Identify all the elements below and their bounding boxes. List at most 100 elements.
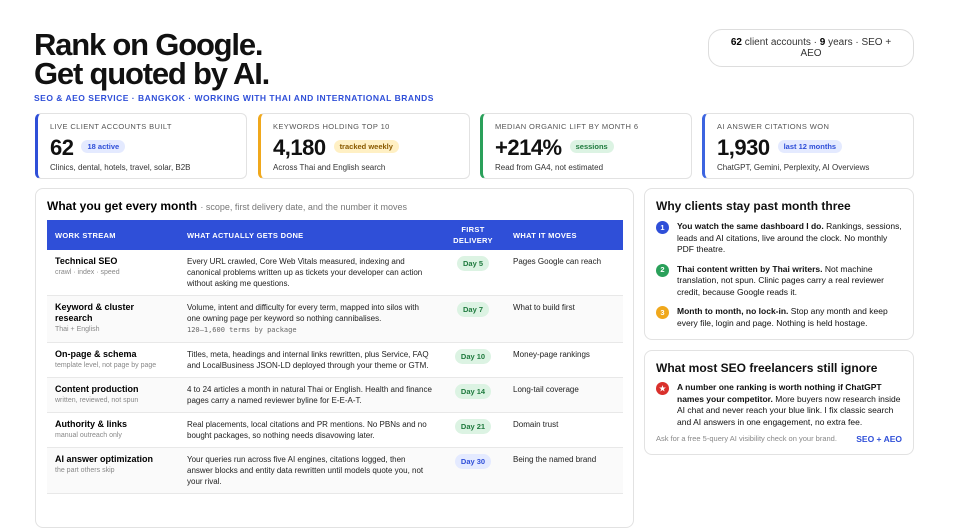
stat-label: MEDIAN ORGANIC LIFT BY MONTH 6: [495, 122, 639, 131]
stream-sub: written, reviewed, not spun: [55, 397, 139, 404]
day-pill: Day 10: [454, 349, 492, 364]
delivery: Day 21: [441, 412, 505, 448]
work-done: Volume, intent and difficulty for every …: [179, 295, 441, 343]
title-line: Rank on Google.: [34, 27, 263, 62]
reason-number: 2: [656, 263, 669, 277]
stat-row: +214% sessions: [495, 131, 679, 161]
reason-body: Rankings, sessions, leads and AI citatio…: [677, 221, 902, 254]
badge-text: years · SEO + AEO: [800, 37, 892, 59]
title-line: Get quoted by AI.: [34, 56, 270, 91]
ignore-card: What most SEO freelancers still ignore ★…: [644, 350, 914, 455]
footer-link[interactable]: SEO + AEO: [856, 434, 902, 444]
stat-tag: 18 active: [81, 140, 126, 153]
stat-card: KEYWORDS HOLDING TOP 10 4,180 tracked week…: [258, 113, 470, 179]
header-row: WORK STREAM WHAT ACTUALLY GETS DONE FIRST …: [47, 220, 623, 250]
table: WORK STREAM WHAT ACTUALLY GETS DONE FIRST …: [47, 220, 623, 494]
column-header: WORK STREAM: [47, 220, 179, 250]
stream-sub: template level, not page by page: [55, 362, 157, 369]
work-done: Every URL crawled, Core Web Vitals measu…: [179, 250, 441, 296]
done-text: Your queries run across five AI engines,…: [187, 455, 424, 486]
work-stream: Technical SEO crawl · index · speed: [47, 250, 179, 296]
work-done: Your queries run across five AI engines,…: [179, 447, 441, 494]
ignore-footer: Ask for a free 5-query AI visibility che…: [656, 434, 902, 444]
stat-caption: Clinics, dental, hotels, travel, solar, …: [50, 163, 191, 172]
stat-value: 1,930: [717, 135, 770, 160]
reason-body: Stop any month and keep every file, logi…: [677, 306, 888, 328]
column-header: WHAT IT MOVES: [505, 220, 623, 250]
subtitle: SEO & AEO SERVICE · BANGKOK · WORKING WI…: [34, 93, 434, 103]
lead: A number one ranking is worth nothing if…: [677, 382, 882, 404]
reason-lead: Thai content written by Thai writers.: [677, 263, 823, 274]
done-text: Every URL crawled, Core Web Vitals measu…: [187, 257, 423, 288]
reasons-card: Why clients stay past month three 1 You w…: [644, 188, 914, 340]
reason: 1 You watch the same dashboard I do. Rank…: [656, 221, 902, 256]
stream-name: Authority & links: [55, 419, 128, 429]
reason-number: 3: [656, 306, 669, 319]
stat-tag: sessions: [569, 140, 614, 153]
table-row: Content production written, reviewed, not…: [47, 377, 623, 413]
stat-label: KEYWORDS HOLDING TOP 10: [273, 122, 390, 131]
panel-title: What you get every month · scope, first …: [47, 199, 622, 213]
column-header: WHAT ACTUALLY GETS DONE: [179, 220, 441, 250]
stat-tag: last 12 months: [777, 140, 843, 153]
done-text: 4 to 24 articles a month in natural Thai…: [187, 385, 432, 405]
stat-label: AI ANSWER CITATIONS WON: [717, 122, 830, 131]
day-pill: Day 30: [454, 454, 492, 469]
stream-sub: crawl · index · speed: [55, 269, 120, 276]
done-code: 120–1,600 terms by package: [187, 326, 297, 334]
reason: 2 Thai content written by Thai writers. N…: [656, 263, 902, 299]
stream-sub: the part others skip: [55, 467, 115, 474]
ignore-text: A number one ranking is worth nothing if…: [677, 382, 902, 428]
stat-card: LIVE CLIENT ACCOUNTS BUILT 62 18 active Cli…: [35, 113, 247, 179]
day-pill: Day 7: [456, 302, 489, 317]
reason-text: You watch the same dashboard I do. Ranki…: [677, 221, 902, 256]
work-done: Real placements, local citations and PR …: [179, 412, 441, 448]
table-row: Technical SEO crawl · index · speed Every …: [47, 250, 623, 296]
stat-card: MEDIAN ORGANIC LIFT BY MONTH 6 +214% sessi…: [480, 113, 692, 179]
work-done: 4 to 24 articles a month in natural Thai…: [179, 377, 441, 413]
done-text: Volume, intent and difficulty for every …: [187, 303, 419, 323]
day-pill: Day 21: [454, 419, 492, 434]
footer-note: Ask for a free 5-query AI visibility che…: [656, 434, 837, 443]
stat-row: 4,180 tracked weekly: [273, 131, 457, 161]
stream-name: Technical SEO: [55, 256, 118, 266]
moves: Pages Google can reach: [505, 250, 623, 296]
moves: Money-page rankings: [505, 342, 623, 378]
day-pill: Day 5: [456, 256, 489, 271]
delivery: Day 10: [441, 342, 505, 378]
badge: 62 client accounts · 9 years · SEO + AEO: [708, 29, 914, 67]
reasons-list: 1 You watch the same dashboard I do. Rank…: [656, 221, 902, 329]
note: · scope, first delivery date, and the nu…: [200, 202, 407, 212]
stat-tag: tracked weekly: [333, 140, 399, 153]
table-row: Keyword & cluster research Thai + English…: [47, 295, 623, 343]
done-text: Titles, meta, headings and internal link…: [187, 350, 429, 370]
card-title: What most SEO freelancers still ignore: [656, 361, 878, 375]
stat-value: +214%: [495, 135, 562, 160]
stat-card: AI ANSWER CITATIONS WON 1,930 last 12 mont…: [702, 113, 914, 179]
reason: 3 Month to month, no lock-in. Stop any mo…: [656, 306, 902, 329]
reason-number: 1: [656, 221, 669, 234]
table-row: On-page & schema template level, not page…: [47, 342, 623, 378]
stream-name: AI answer optimization: [55, 454, 154, 464]
card-title: Why clients stay past month three: [656, 199, 851, 213]
stream-name: On-page & schema: [55, 349, 137, 359]
work-stream: Authority & links manual outreach only: [47, 412, 179, 448]
table-row: AI answer optimization the part others sk…: [47, 447, 623, 494]
moves: What to build first: [505, 295, 623, 343]
table-row: Authority & links manual outreach only Rea…: [47, 412, 623, 448]
stream-sub: Thai + English: [55, 326, 100, 333]
moves: Long-tail coverage: [505, 377, 623, 413]
reason-body: Not machine translation, not spun. Clini…: [677, 263, 884, 297]
stream-sub: manual outreach only: [55, 432, 122, 439]
delivery: Day 7: [441, 295, 505, 343]
work-panel: What you get every month · scope, first …: [35, 188, 634, 528]
star-icon: ★: [656, 382, 669, 395]
title: What you get every month: [47, 199, 198, 213]
work-stream: On-page & schema template level, not page…: [47, 342, 179, 378]
day-pill: Day 14: [454, 384, 492, 399]
work-stream: Content production written, reviewed, not…: [47, 377, 179, 413]
stream-name: Content production: [55, 384, 139, 394]
work-stream: AI answer optimization the part others sk…: [47, 447, 179, 494]
page: Rank on Google. Get quoted by AI. SEO & …: [34, 27, 914, 528]
stat-label: LIVE CLIENT ACCOUNTS BUILT: [50, 122, 172, 131]
